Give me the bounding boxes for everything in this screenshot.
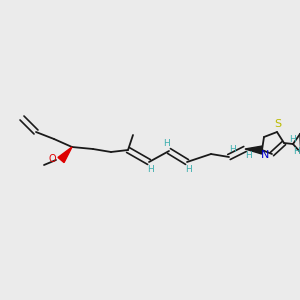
Polygon shape: [245, 146, 262, 154]
Text: N: N: [261, 150, 269, 160]
Text: O: O: [48, 154, 56, 164]
Text: H: H: [244, 152, 251, 160]
Text: H: H: [184, 164, 191, 173]
Text: H: H: [294, 146, 300, 155]
Text: H: H: [229, 146, 236, 154]
Text: H: H: [163, 140, 170, 148]
Text: H: H: [290, 134, 296, 143]
Text: H: H: [147, 164, 153, 173]
Polygon shape: [58, 147, 72, 163]
Text: S: S: [274, 119, 282, 129]
